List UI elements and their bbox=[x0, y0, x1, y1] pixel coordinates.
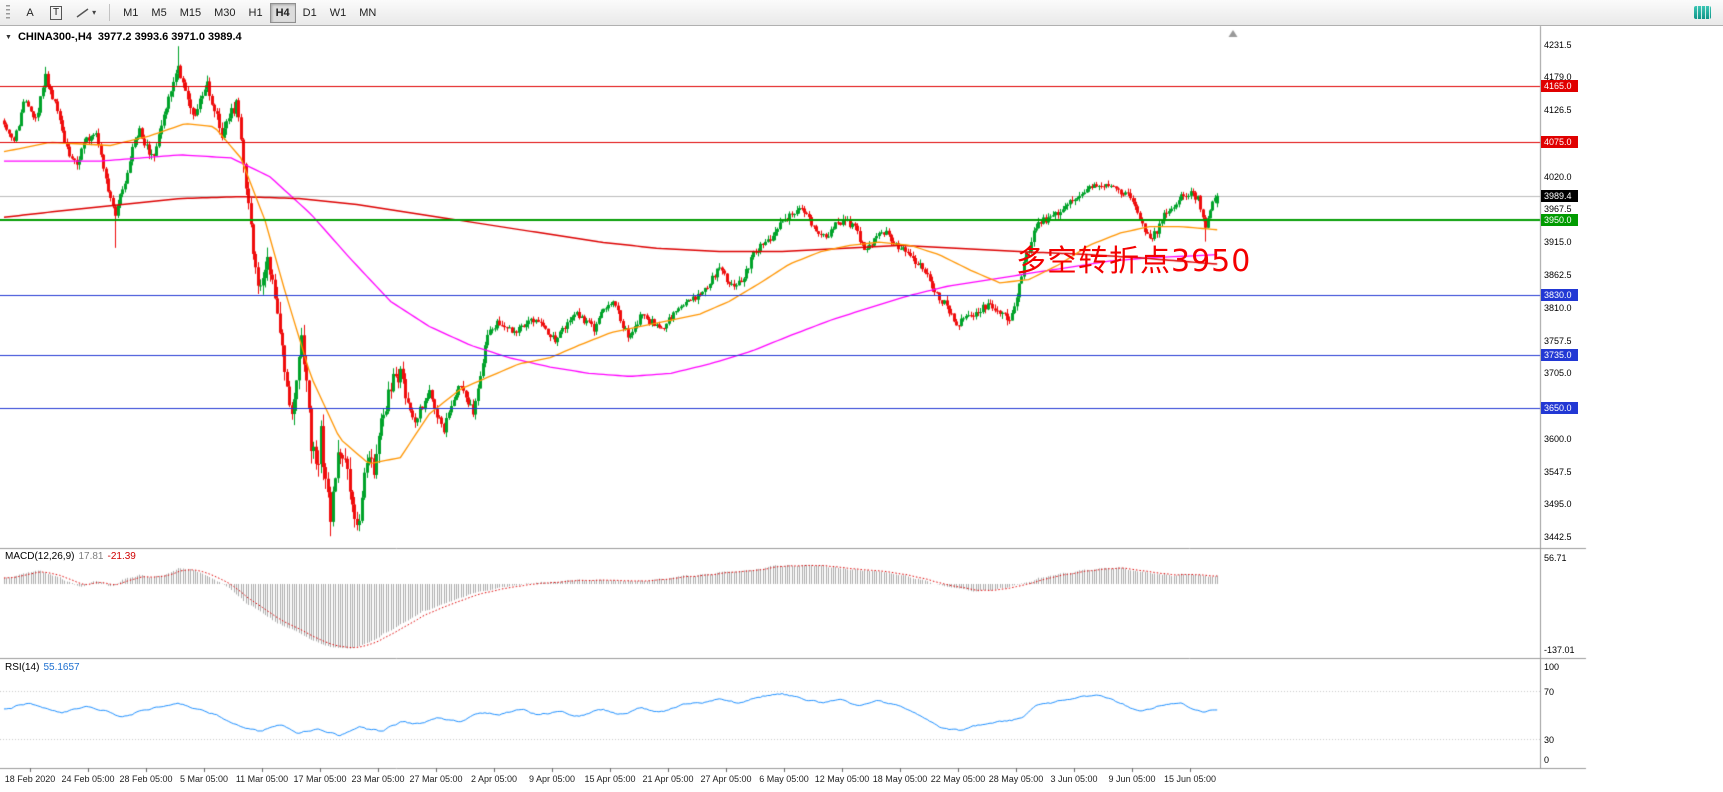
chart-header: ▼ CHINA300-,H4 3977.2 3993.6 3971.0 3989… bbox=[5, 31, 242, 43]
timeframe-button-m5[interactable]: M5 bbox=[145, 3, 172, 23]
toolbar-drag-handle[interactable] bbox=[6, 4, 10, 21]
symbol-dropdown-icon[interactable]: ▼ bbox=[5, 33, 12, 41]
toolbar: A T ▾ M1 M5 M15 M30 H1 H4 D1 W1 MN bbox=[0, 0, 1723, 26]
new-chart-icon[interactable] bbox=[1694, 6, 1711, 19]
toolbar-separator bbox=[109, 4, 111, 21]
arrow-tool-button[interactable]: A bbox=[18, 3, 42, 23]
timeframe-button-m30[interactable]: M30 bbox=[208, 3, 241, 23]
macd-signal-value: -21.39 bbox=[107, 551, 136, 562]
macd-title: MACD(12,26,9) bbox=[5, 551, 75, 562]
text-tool-button[interactable]: T bbox=[44, 3, 68, 23]
rsi-title: RSI(14) bbox=[5, 662, 40, 673]
chart-annotation-text[interactable]: 多空转折点3950 bbox=[1016, 244, 1252, 279]
text-tool-icon: T bbox=[50, 5, 63, 20]
timeframe-button-w1[interactable]: W1 bbox=[324, 3, 353, 23]
rsi-indicator-label: RSI(14) 55.1657 bbox=[5, 662, 80, 673]
rsi-value: 55.1657 bbox=[43, 662, 80, 673]
macd-indicator-label: MACD(12,26,9) 17.81 -21.39 bbox=[5, 551, 136, 562]
trendline-icon bbox=[76, 7, 89, 18]
draw-tool-button[interactable]: ▾ bbox=[70, 3, 102, 23]
timeframe-button-h4[interactable]: H4 bbox=[269, 2, 296, 23]
chevron-down-icon: ▾ bbox=[92, 8, 97, 17]
macd-main-value: 17.81 bbox=[78, 551, 104, 562]
timeframe-button-h1[interactable]: H1 bbox=[243, 3, 269, 23]
timeframe-buttons: M1 M5 M15 M30 H1 H4 D1 W1 MN bbox=[117, 2, 382, 23]
ohlc-values: 3977.2 3993.6 3971.0 3989.4 bbox=[97, 31, 242, 43]
timeframe-button-m15[interactable]: M15 bbox=[174, 3, 207, 23]
timeframe-button-mn[interactable]: MN bbox=[353, 3, 382, 23]
timeframe-button-m1[interactable]: M1 bbox=[117, 3, 144, 23]
symbol-timeframe-label: CHINA300-,H4 bbox=[17, 31, 92, 43]
timeframe-button-d1[interactable]: D1 bbox=[297, 3, 323, 23]
